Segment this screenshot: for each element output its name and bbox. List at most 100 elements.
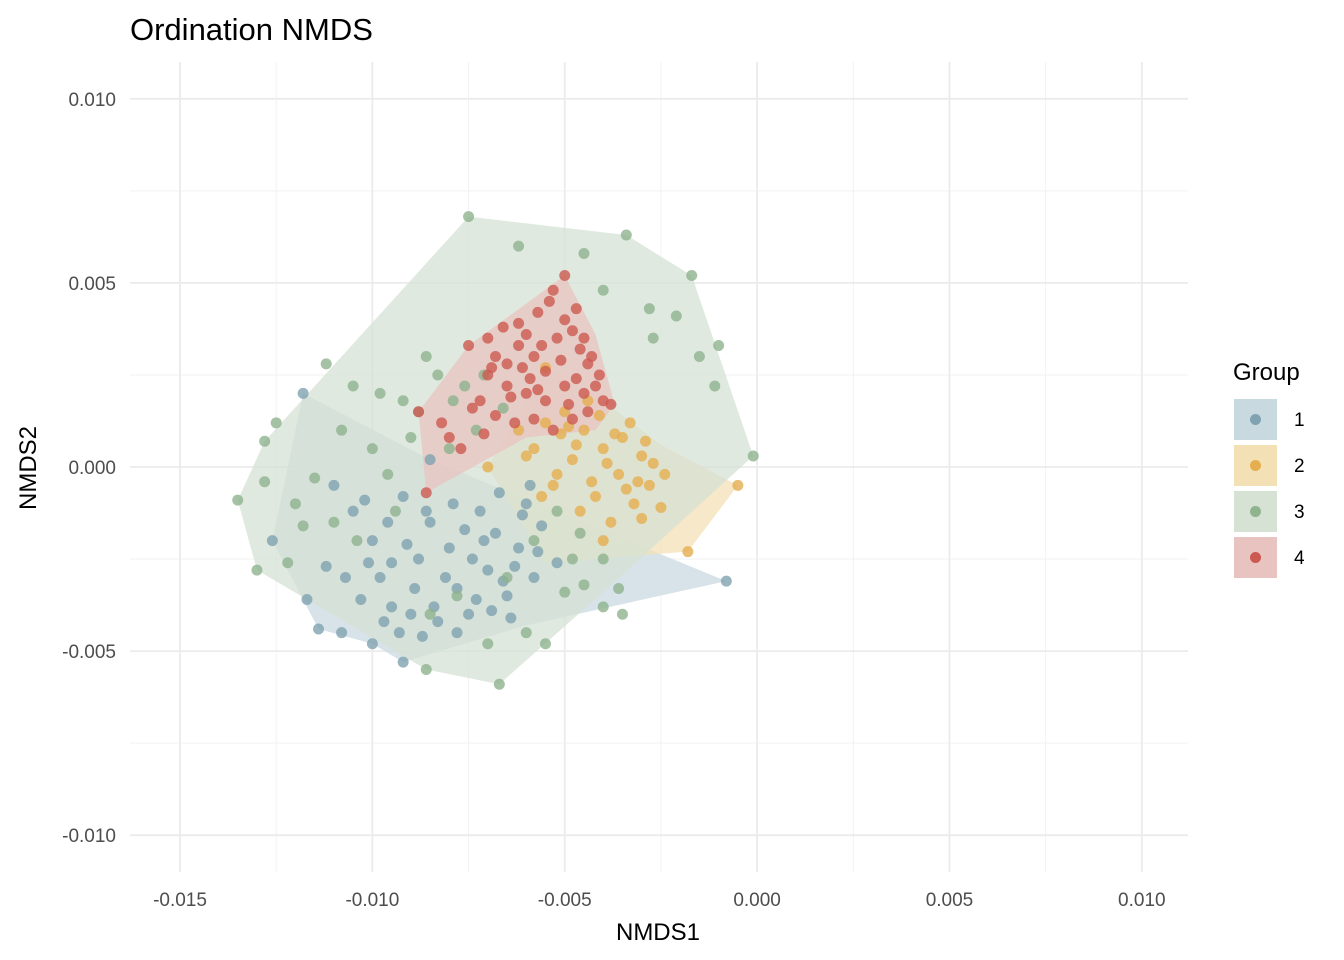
point-group-3: [405, 432, 417, 444]
point-group-4: [570, 373, 582, 385]
point-group-4: [582, 406, 594, 418]
point-group-3: [520, 627, 532, 639]
point-group-3: [647, 332, 659, 344]
legend-item-group-1: 1: [1234, 399, 1305, 440]
point-group-2: [593, 409, 605, 421]
point-group-4: [520, 328, 532, 340]
point-group-4: [516, 362, 528, 374]
point-group-3: [713, 340, 725, 351]
point-group-1: [401, 538, 413, 550]
point-group-3: [432, 369, 444, 381]
point-group-2: [547, 479, 559, 491]
point-group-3: [320, 358, 332, 370]
point-group-4: [570, 303, 582, 315]
point-group-1: [432, 616, 444, 628]
point-group-4: [520, 387, 532, 399]
point-group-3: [540, 638, 552, 650]
x-tick-label: 0.000: [733, 890, 781, 911]
point-group-3: [559, 586, 571, 598]
point-group-4: [505, 391, 517, 403]
y-tick-label: 0.005: [68, 274, 116, 295]
point-group-3: [336, 424, 348, 436]
point-group-1: [420, 505, 432, 517]
point-group-1: [489, 527, 501, 539]
point-group-2: [682, 546, 694, 558]
point-group-2: [640, 435, 652, 447]
point-group-4: [463, 340, 475, 351]
point-group-1: [524, 479, 536, 491]
x-axis-tick-labels: -0.015 -0.010 -0.005 0.000 0.005 0.010: [153, 890, 1166, 911]
point-group-4: [566, 325, 578, 337]
point-group-2: [659, 468, 671, 480]
point-group-1: [386, 601, 398, 613]
point-group-1: [520, 498, 532, 510]
point-group-3: [251, 564, 263, 576]
point-group-4: [455, 443, 467, 455]
point-group-4: [563, 398, 575, 410]
point-group-1: [513, 542, 525, 554]
point-group-3: [420, 351, 432, 363]
point-group-4: [551, 332, 563, 344]
point-group-3: [382, 468, 394, 480]
point-group-3: [232, 494, 244, 506]
point-group-4: [524, 373, 536, 385]
legend-item-group-3: 3: [1234, 491, 1305, 532]
point-group-4: [590, 380, 602, 392]
legend-key-point: [1250, 506, 1261, 517]
point-group-1: [505, 612, 517, 624]
legend-key-point: [1250, 414, 1261, 425]
point-group-1: [447, 498, 459, 510]
x-tick-label: 0.005: [926, 890, 974, 911]
point-group-1: [413, 553, 425, 565]
point-group-3: [528, 535, 540, 547]
point-group-1: [466, 553, 478, 565]
point-group-2: [551, 468, 563, 480]
point-group-4: [420, 487, 432, 499]
point-group-4: [540, 365, 552, 377]
point-group-1: [301, 594, 313, 606]
point-group-2: [566, 454, 578, 466]
legend-label: 4: [1294, 548, 1305, 569]
point-group-4: [513, 317, 525, 329]
point-group-2: [578, 424, 590, 436]
point-group-4: [559, 314, 571, 326]
point-group-1: [355, 594, 367, 606]
point-group-1: [451, 627, 463, 639]
point-group-4: [547, 424, 559, 436]
point-group-1: [528, 571, 540, 583]
point-group-4: [501, 380, 513, 392]
legend-key-point: [1250, 552, 1261, 563]
point-group-1: [363, 557, 375, 569]
point-group-1: [386, 557, 398, 569]
point-group-4: [586, 351, 598, 363]
point-group-1: [347, 505, 359, 517]
point-group-3: [686, 270, 698, 282]
point-group-3: [328, 516, 340, 528]
point-group-4: [555, 354, 567, 366]
point-group-3: [482, 638, 494, 650]
point-group-3: [597, 601, 609, 613]
point-group-2: [520, 450, 532, 462]
point-group-3: [693, 351, 705, 363]
point-group-1: [459, 524, 471, 536]
point-group-3: [620, 229, 632, 241]
point-group-3: [616, 608, 628, 620]
point-group-1: [478, 535, 490, 547]
legend-label: 3: [1294, 502, 1305, 523]
point-group-3: [424, 608, 436, 620]
point-group-3: [597, 284, 609, 296]
point-group-1: [409, 583, 421, 594]
point-group-4: [566, 413, 578, 425]
point-group-4: [482, 332, 494, 344]
point-group-3: [309, 472, 321, 484]
point-group-1: [443, 542, 455, 554]
chart-title: Ordination NMDS: [130, 12, 373, 47]
point-group-1: [536, 520, 548, 532]
point-group-1: [359, 494, 371, 506]
point-group-2: [586, 476, 598, 488]
point-group-3: [347, 380, 359, 392]
legend-label: 2: [1294, 456, 1305, 477]
point-group-1: [532, 546, 544, 558]
point-group-2: [482, 461, 494, 473]
point-group-2: [636, 450, 648, 462]
